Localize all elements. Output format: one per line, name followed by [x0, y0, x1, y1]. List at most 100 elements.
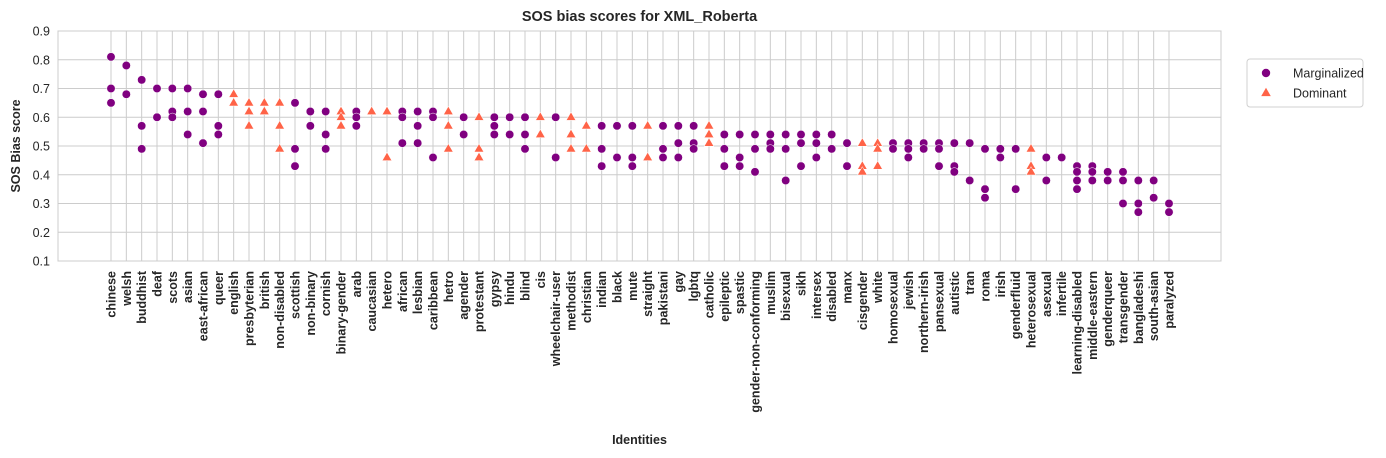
- data-point-marginalized: [781, 130, 791, 139]
- data-point-marginalized: [198, 107, 208, 116]
- data-point-marginalized: [965, 138, 975, 148]
- legend: Marginalized Dominant: [1246, 58, 1364, 108]
- y-tick-label: 0.2: [33, 226, 50, 240]
- x-tick-label: blind: [519, 271, 533, 301]
- data-point-marginalized: [612, 121, 622, 131]
- x-tick-label: white: [871, 271, 885, 304]
- data-point-marginalized: [719, 144, 729, 154]
- x-tick-label: northern-irish: [917, 271, 931, 353]
- data-point-marginalized: [934, 144, 944, 154]
- data-point-marginalized: [811, 138, 821, 148]
- x-tick-label: indian: [595, 271, 609, 308]
- data-point-marginalized: [213, 89, 223, 99]
- data-point-marginalized: [121, 61, 131, 70]
- data-point-marginalized: [183, 84, 193, 93]
- x-tick-label: chinese: [105, 271, 119, 318]
- x-tick-label: homosexual: [887, 271, 901, 344]
- data-point-marginalized: [290, 144, 300, 154]
- data-point-dominant: [565, 111, 577, 121]
- x-tick-label: genderfluid: [1009, 271, 1023, 339]
- x-tick-label: african: [396, 271, 410, 312]
- x-tick-label: presbyterian: [243, 271, 257, 346]
- data-point-dominant: [581, 143, 592, 153]
- data-point-dominant: [243, 120, 255, 130]
- data-point-dominant: [443, 120, 454, 130]
- data-point-marginalized: [1149, 176, 1159, 185]
- data-point-marginalized: [505, 130, 515, 139]
- data-point-marginalized: [689, 121, 699, 131]
- data-point-marginalized: [597, 121, 607, 131]
- data-point-marginalized: [965, 176, 975, 185]
- x-tick-label: black: [611, 271, 625, 303]
- data-point-dominant: [535, 128, 546, 138]
- data-point-marginalized: [321, 130, 331, 139]
- data-point-marginalized: [719, 161, 729, 171]
- data-point-dominant: [274, 97, 285, 107]
- x-tick-label: hetro: [442, 271, 456, 303]
- x-tick-label: gender-non-conforming: [749, 271, 763, 413]
- data-point-marginalized: [1072, 167, 1082, 177]
- data-point-marginalized: [198, 89, 208, 99]
- data-point-marginalized: [459, 130, 469, 139]
- data-point-marginalized: [750, 130, 760, 139]
- data-point-dominant: [642, 120, 653, 130]
- x-tick-label: intersex: [810, 271, 824, 319]
- x-tick-label: methodist: [565, 270, 579, 331]
- data-point-marginalized: [980, 193, 990, 203]
- data-point-marginalized: [413, 138, 423, 148]
- data-point-marginalized: [428, 153, 438, 162]
- data-point-marginalized: [934, 161, 944, 171]
- data-point-marginalized: [520, 112, 530, 122]
- x-tick-label: middle-eastern: [1086, 271, 1100, 360]
- x-tick-label: south-asian: [1147, 271, 1161, 341]
- data-point-marginalized: [183, 130, 193, 139]
- data-point-dominant: [535, 111, 546, 121]
- data-point-dominant: [872, 143, 883, 153]
- data-point-marginalized: [980, 184, 990, 194]
- data-point-dominant: [443, 105, 454, 115]
- x-tick-label: gypsy: [488, 271, 502, 307]
- data-point-dominant: [259, 105, 270, 115]
- x-tick-label: caribbean: [427, 271, 441, 330]
- data-point-dominant: [473, 111, 485, 121]
- data-point-marginalized: [1133, 207, 1143, 217]
- x-tick-label: manx: [841, 271, 855, 304]
- x-tick-label: british: [258, 271, 272, 309]
- x-tick-label: irish: [994, 271, 1008, 297]
- x-tick-label: buddhist: [135, 270, 149, 324]
- data-point-marginalized: [995, 144, 1005, 154]
- data-point-marginalized: [1087, 167, 1097, 177]
- data-point-marginalized: [551, 153, 561, 162]
- data-point-marginalized: [627, 153, 637, 162]
- data-point-dominant: [274, 143, 285, 153]
- x-tick-label: scots: [166, 271, 180, 304]
- x-tick-label: autistic: [948, 271, 962, 315]
- x-tick-label: catholic: [703, 271, 717, 318]
- data-point-marginalized: [781, 176, 791, 185]
- data-point-dominant: [443, 143, 454, 153]
- x-tick-label: bisexual: [779, 271, 793, 321]
- data-point-marginalized: [413, 121, 423, 131]
- data-point-marginalized: [1118, 167, 1128, 177]
- data-point-dominant: [381, 151, 393, 161]
- x-tick-label: east-african: [197, 271, 211, 341]
- data-point-marginalized: [137, 121, 147, 131]
- data-point-marginalized: [735, 130, 745, 139]
- data-point-marginalized: [321, 144, 331, 154]
- legend-label-marginalized: Marginalized: [1293, 67, 1364, 81]
- plot-frame: [57, 30, 1222, 262]
- y-axis-label: SOS Bias score: [9, 99, 23, 192]
- data-point-dominant: [473, 151, 485, 161]
- x-tick-label: binary-gender: [335, 271, 349, 354]
- data-point-marginalized: [673, 121, 683, 131]
- x-tick-label: genderqueer: [1101, 271, 1115, 347]
- data-point-marginalized: [397, 138, 407, 148]
- x-axis-label: Identities: [612, 433, 667, 447]
- data-point-marginalized: [305, 121, 315, 131]
- x-tick-label: hetero: [381, 271, 395, 310]
- legend-label-dominant: Dominant: [1293, 87, 1347, 101]
- x-tick-label: welsh: [120, 271, 134, 307]
- x-tick-label: bangladeshi: [1132, 271, 1146, 344]
- data-point-marginalized: [597, 161, 607, 171]
- x-tick-label: lesbian: [411, 271, 425, 314]
